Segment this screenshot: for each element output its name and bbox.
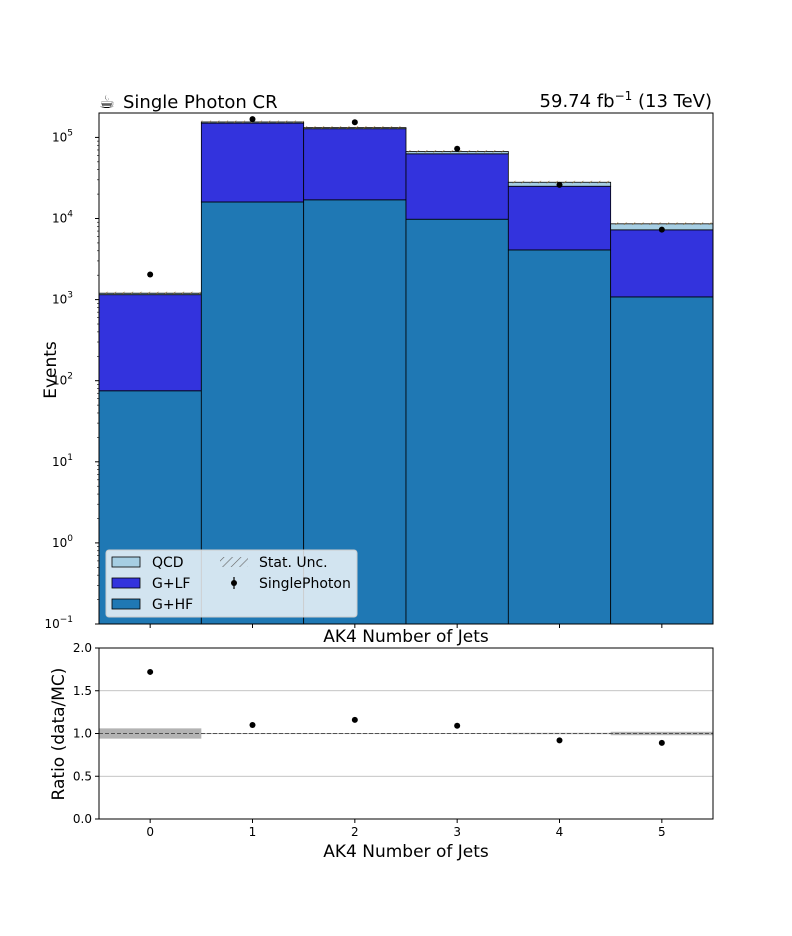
bar-g-lf-4 — [507, 185, 612, 251]
lumi-exponent: −1 — [615, 89, 633, 103]
main-x-axis-label: AK4 Number of Jets — [323, 627, 489, 647]
legend-swatch-stat-unc — [220, 557, 248, 567]
data-point-2 — [351, 119, 358, 126]
main-ytick-exp-5: 4 — [67, 210, 73, 220]
chart-title: Single Photon CR — [123, 92, 278, 113]
bar-g-lf-0 — [99, 294, 202, 392]
data-point-4 — [556, 181, 563, 188]
data-point-1 — [249, 116, 256, 123]
legend: QCD G+LF G+HF Stat. Unc. SinglePhoton — [105, 549, 358, 618]
legend-swatch-qcd — [111, 556, 141, 568]
ratio-point-4 — [556, 737, 563, 744]
main-ytick-exp-2: 1 — [67, 453, 73, 463]
ratio-x-axis-label: AK4 Number of Jets — [323, 842, 489, 862]
legend-label-g-lf: G+LF — [152, 576, 190, 592]
ratio-xtick-label-2: 2 — [351, 825, 359, 839]
main-ytick-exp-6: 5 — [67, 128, 73, 138]
bar-g-hf-5 — [610, 296, 713, 624]
ratio-point-0 — [147, 668, 154, 675]
main-ytick-exp-1: 0 — [67, 534, 73, 544]
ratio-xtick-label-0: 0 — [146, 825, 154, 839]
ratio-unc-band-3 — [406, 732, 509, 735]
ratio-unc-band-4 — [508, 732, 611, 735]
main-y-axis-label: Events — [41, 341, 61, 399]
main-ytick-base-1: 10 — [52, 536, 67, 550]
ratio-ytick-label-1: 0.5 — [73, 769, 92, 783]
ratio-ytick-label-3: 1.5 — [73, 684, 92, 698]
lumi-label: 59.74 fb−1 (13 TeV) — [540, 89, 712, 112]
bar-g-lf-2 — [303, 128, 407, 201]
ratio-xtick-label-5: 5 — [658, 825, 666, 839]
stat-unc-band-5 — [610, 222, 713, 225]
bar-g-lf-3 — [405, 153, 509, 220]
chart-header: ☕ Single Photon CR 59.74 fb−1 (13 TeV) — [99, 89, 712, 113]
legend-label-stat-unc: Stat. Unc. — [259, 555, 328, 571]
energy-value: (13 TeV) — [638, 91, 712, 112]
ratio-x-ticks: 0 1 2 3 4 5 — [146, 819, 666, 839]
ratio-ytick-label-2: 1.0 — [73, 727, 92, 741]
main-ytick-base-3: 10 — [52, 374, 67, 388]
main-ytick-label-1: 100 — [52, 534, 73, 550]
main-ytick-label-2: 101 — [52, 453, 73, 469]
main-x-ticks — [149, 624, 663, 628]
main-ytick-exp-0: −1 — [60, 615, 73, 625]
ratio-y-ticks: 0.0 0.5 1.0 1.5 2.0 — [73, 641, 99, 826]
ratio-points — [147, 668, 665, 746]
main-ytick-label-4: 103 — [52, 291, 73, 307]
data-point-3 — [454, 145, 461, 152]
bar-g-lf-1 — [200, 122, 305, 203]
legend-label-qcd: QCD — [152, 555, 184, 571]
main-ytick-base-2: 10 — [52, 455, 67, 469]
main-ytick-base-5: 10 — [52, 212, 67, 226]
ratio-xtick-label-3: 3 — [453, 825, 461, 839]
ratio-y-axis-label: Ratio (data/MC) — [49, 668, 69, 801]
main-ytick-exp-3: 2 — [67, 372, 73, 382]
bar-g-hf-4 — [507, 249, 612, 624]
data-point-0 — [147, 271, 154, 278]
main-ytick-label-6: 105 — [52, 128, 73, 144]
lumi-value: 59.74 fb — [540, 91, 615, 112]
data-point-5 — [658, 226, 665, 233]
ratio-point-1 — [249, 721, 256, 728]
main-ytick-base-6: 10 — [52, 130, 67, 144]
ratio-xtick-label-1: 1 — [249, 825, 257, 839]
legend-swatch-g-hf — [111, 598, 141, 610]
title-icon: ☕ — [99, 92, 115, 113]
stat-unc-band-0 — [99, 291, 202, 295]
main-plot-frame — [98, 112, 714, 625]
ratio-xtick-label-4: 4 — [556, 825, 564, 839]
legend-swatch-g-lf — [111, 577, 141, 589]
ratio-unc-band-5 — [610, 731, 713, 736]
ratio-plot-panel: 0.0 0.5 1.0 1.5 2.0 0 1 2 3 4 5 Ratio (data/MC) A… — [49, 641, 714, 862]
main-ytick-base-0: 10 — [44, 617, 59, 631]
ratio-ytick-label-0: 0.0 — [73, 812, 92, 826]
bar-g-lf-5 — [610, 229, 713, 298]
main-ytick-exp-4: 3 — [67, 291, 73, 301]
main-ytick-base-4: 10 — [52, 293, 67, 307]
ratio-ytick-label-4: 2.0 — [73, 641, 92, 655]
data-points — [147, 116, 665, 278]
ratio-point-3 — [454, 722, 461, 729]
ratio-point-2 — [351, 716, 358, 723]
legend-label-g-hf: G+HF — [152, 597, 193, 613]
bar-g-hf-3 — [405, 218, 509, 624]
ratio-point-5 — [658, 739, 665, 746]
legend-label-data: SinglePhoton — [259, 576, 351, 592]
main-ytick-label-5: 104 — [52, 210, 73, 226]
stat-unc-band-2 — [303, 126, 406, 129]
legend-swatch-data-marker — [231, 580, 237, 586]
main-ytick-label-3: 102 — [52, 372, 73, 388]
main-ytick-label-0: 10−1 — [44, 615, 73, 631]
